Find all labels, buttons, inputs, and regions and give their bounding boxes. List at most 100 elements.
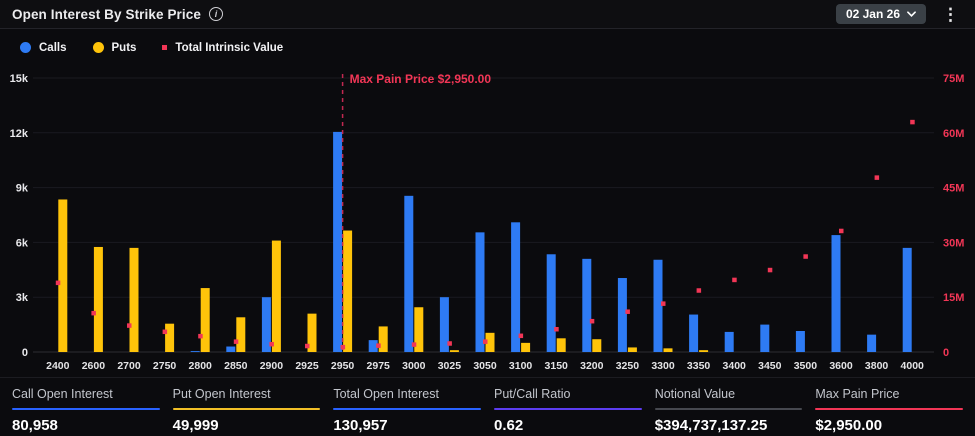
call-bar (653, 259, 663, 352)
legend-item-intrinsic[interactable]: Total Intrinsic Value (162, 42, 283, 54)
put-bar (93, 246, 103, 352)
x-axis-label: 2950 (331, 360, 355, 372)
x-axis-label: 2700 (117, 360, 141, 372)
intrinsic-dot (910, 119, 915, 125)
put-bar (592, 339, 602, 352)
page-title: Open Interest By Strike Price (12, 6, 201, 22)
y-axis-label-left: 12k (10, 128, 29, 140)
open-interest-chart: 0 0 3k 15M 6k 30M 9k 45M 12k 60M 15k 75M 2400 2600 270… (10, 72, 965, 372)
date-selector-label: 02 Jan 26 (845, 7, 900, 21)
put-bar (129, 247, 139, 352)
puts-swatch-icon (92, 42, 104, 53)
x-axis-label: 3100 (509, 360, 533, 372)
stat-underline (172, 408, 321, 410)
call-bar (226, 346, 236, 352)
put-bar (556, 338, 566, 352)
call-bar (902, 247, 912, 352)
x-axis-label: 2400 (46, 360, 70, 372)
intrinsic-swatch-icon (162, 45, 168, 50)
x-axis-label: 3450 (758, 360, 782, 372)
x-axis-label: 3050 (473, 360, 497, 372)
x-axis-label: 3800 (865, 360, 889, 372)
call-bar (724, 331, 734, 352)
y-axis-label-right: 15M (943, 292, 964, 304)
put-bar (627, 347, 637, 352)
y-axis-label-left: 15k (10, 73, 29, 85)
stat-put-call-ratio: Put/Call Ratio 0.62 (494, 387, 642, 436)
x-axis-label: 3600 (829, 360, 853, 372)
y-axis-label-left: 3k (16, 292, 29, 304)
call-bar (511, 222, 521, 352)
x-axis-label: 3000 (402, 360, 426, 372)
stat-underline (12, 408, 160, 410)
put-bar (449, 350, 459, 352)
intrinsic-dot (55, 280, 61, 286)
intrinsic-dot (483, 339, 488, 344)
intrinsic-dot (340, 344, 346, 350)
intrinsic-dot (198, 333, 203, 339)
stat-value: 130,957 (333, 417, 388, 434)
call-bar (261, 297, 271, 352)
put-bar (521, 342, 531, 352)
intrinsic-dot (839, 228, 844, 234)
put-bar (200, 288, 210, 352)
chart-legend: Calls Puts Total Intrinsic Value (0, 29, 975, 66)
stat-call-open-interest: Call Open Interest 80,958 (12, 387, 160, 436)
legend-item-puts[interactable]: Puts (92, 42, 136, 54)
x-axis-label: 3500 (794, 360, 818, 372)
x-axis-label: 3350 (687, 360, 711, 372)
legend-item-calls[interactable]: Calls (20, 42, 67, 54)
intrinsic-dot (874, 175, 880, 180)
intrinsic-dot (269, 341, 274, 347)
x-axis-label: 2850 (224, 360, 248, 372)
header-actions: 02 Jan 26 ⋮ (835, 4, 965, 24)
call-bar (617, 278, 627, 352)
call-bar (439, 297, 449, 352)
put-bar (165, 323, 175, 352)
call-bar (368, 340, 378, 352)
calls-swatch-icon (20, 42, 31, 53)
intrinsic-dot (589, 318, 595, 324)
intrinsic-dot (233, 339, 239, 344)
put-bar (414, 307, 424, 352)
put-bar (485, 332, 495, 352)
x-axis-label: 2925 (295, 360, 319, 372)
call-bar (795, 330, 805, 352)
date-selector-button[interactable]: 02 Jan 26 (835, 4, 926, 24)
info-icon[interactable]: i (208, 7, 223, 21)
y-axis-label-left: 6k (16, 237, 29, 249)
panel-header: Open Interest By Strike Price i 02 Jan 2… (0, 0, 975, 29)
intrinsic-dot (554, 326, 559, 332)
x-axis-label: 2750 (153, 360, 177, 372)
intrinsic-dot (696, 288, 702, 293)
stat-value: $394,737,137.25 (654, 417, 768, 434)
stat-underline (815, 408, 964, 410)
kebab-menu-button[interactable]: ⋮ (936, 6, 965, 23)
intrinsic-dot (376, 343, 381, 348)
stat-label: Call Open Interest (12, 387, 113, 401)
legend-label: Calls (39, 41, 67, 54)
x-axis-label: 2600 (82, 360, 106, 372)
call-bar (333, 131, 343, 352)
x-axis-label: 3400 (723, 360, 747, 372)
stat-label: Put Open Interest (172, 387, 271, 401)
x-axis-label: 2900 (260, 360, 284, 372)
intrinsic-dot (767, 267, 773, 273)
put-bar (663, 348, 673, 352)
intrinsic-dot (732, 277, 737, 283)
stat-value: 0.62 (494, 417, 524, 434)
call-bar (831, 235, 841, 352)
intrinsic-dot (305, 343, 310, 349)
x-axis-label: 3025 (438, 360, 462, 372)
y-axis-label-right: 60M (943, 128, 964, 140)
call-bar (190, 351, 200, 352)
stat-label: Total Open Interest (333, 387, 439, 401)
put-bar (236, 317, 246, 352)
intrinsic-dot (127, 323, 132, 328)
intrinsic-dot (661, 301, 666, 306)
stat-value: 80,958 (12, 417, 58, 434)
put-bar (307, 313, 317, 352)
call-bar (867, 334, 877, 352)
put-bar (271, 240, 281, 352)
x-axis-label: 3250 (616, 360, 640, 372)
